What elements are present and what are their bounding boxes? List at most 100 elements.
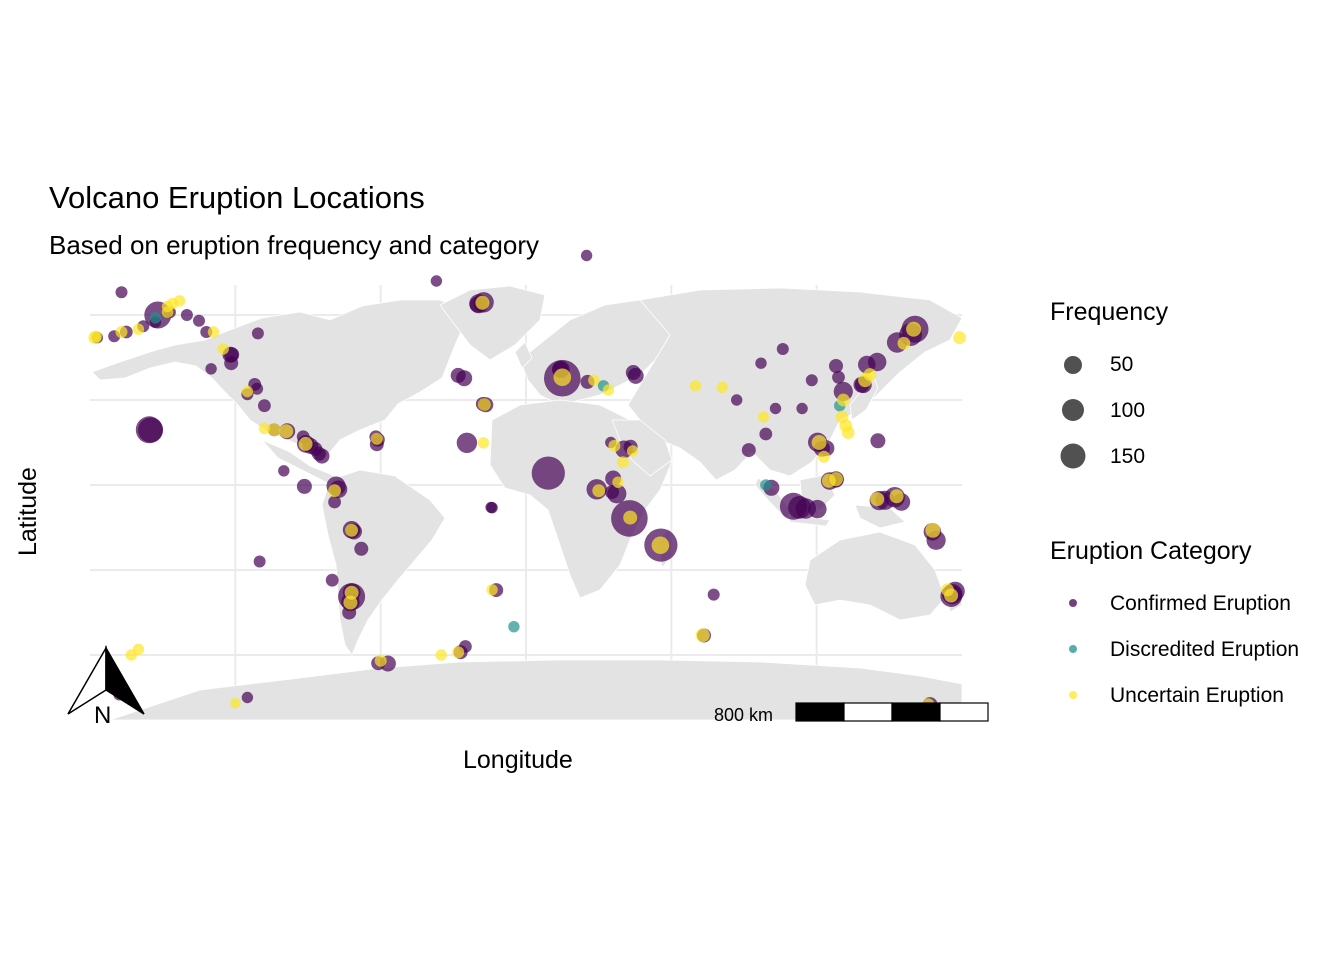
eruption-point-uncertain-eruption [716,381,728,393]
legend-category-label-uncertain: Uncertain Eruption [1110,684,1284,707]
eruption-point-uncertain-eruption [258,422,271,434]
eruption-point-uncertain-eruption [328,484,341,498]
eruption-point-confirmed-eruption [314,448,330,464]
legend-size-keys [1060,356,1086,469]
eruption-point-confirmed-eruption [531,456,565,490]
eruption-point-uncertain-eruption [870,492,885,507]
eruption-point-uncertain-eruption [829,472,843,487]
eruption-point-uncertain-eruption [207,326,220,338]
eruption-point-confirmed-eruption [605,485,619,500]
eruption-point-uncertain-eruption [841,426,855,439]
scale-bar [795,702,989,722]
land-antarctica [109,659,963,721]
eruption-point-uncertain-eruption [486,584,498,596]
eruption-point-uncertain-eruption [602,384,615,396]
land-north-america [91,299,471,463]
eruption-point-uncertain-eruption [452,646,465,659]
eruption-point-uncertain-eruption [616,456,629,469]
eruption-point-uncertain-eruption [132,643,145,655]
eruption-point-confirmed-eruption [485,501,497,514]
eruption-point-uncertain-eruption [897,336,911,350]
x-axis-label: Longitude [463,746,573,774]
eruption-point-confirmed-eruption [258,399,271,413]
y-axis-label: Latitude [14,467,42,556]
eruption-point-discredited-eruption [760,479,772,491]
eruption-point-confirmed-eruption [759,427,773,441]
eruption-point-confirmed-eruption [278,465,290,477]
land-australia [804,531,946,621]
eruption-point-confirmed-eruption [325,573,339,587]
eruption-point-confirmed-eruption [456,370,473,387]
eruption-point-uncertain-eruption [626,445,639,457]
legend-size-label-50: 50 [1110,353,1134,376]
legend-category-label-confirmed: Confirmed Eruption [1110,592,1291,615]
legend-size-key-150 [1060,443,1086,469]
legend-category-title: Eruption Category [1050,537,1252,565]
eruption-point-uncertain-eruption [953,331,966,345]
eruption-point-confirmed-eruption [870,433,886,449]
legend-category-label-discredited: Discredited Eruption [1110,638,1300,661]
eruption-point-uncertain-eruption [906,321,922,337]
eruption-point-confirmed-eruption [755,357,767,369]
eruption-point-uncertain-eruption [592,484,606,498]
eruption-point-uncertain-eruption [811,435,827,450]
eruption-point-confirmed-eruption [456,432,478,453]
eruption-point-confirmed-eruption [868,352,887,372]
eruption-point-uncertain-eruption [132,323,145,335]
legend-color-keys [1069,599,1077,699]
eruption-point-confirmed-eruption [138,417,164,443]
eruption-point-confirmed-eruption [769,402,782,415]
eruption-point-uncertain-eruption [757,411,770,423]
land-uk [514,341,533,369]
legend-color-key-discredited [1069,645,1077,653]
legend-size-label-100: 100 [1110,399,1146,422]
map-title: Volcano Eruption Locations [49,180,425,215]
eruption-point-uncertain-eruption [374,654,387,667]
eruption-point-uncertain-eruption [161,306,174,318]
eruption-point-confirmed-eruption [796,402,808,415]
eruption-point-confirmed-eruption [430,275,443,287]
legend-color-key-uncertain [1069,691,1077,699]
eruption-point-confirmed-eruption [115,286,128,299]
eruption-point-confirmed-eruption [832,370,845,384]
legend-size-label-150: 150 [1110,445,1146,468]
eruption-point-uncertain-eruption [343,595,358,610]
eruption-point-discredited-eruption [149,312,162,324]
eruption-point-uncertain-eruption [944,588,959,603]
eruption-point-uncertain-eruption [612,476,624,488]
eruption-point-confirmed-eruption [805,374,818,387]
eruption-point-uncertain-eruption [435,649,447,661]
eruption-point-confirmed-eruption [251,382,264,395]
eruption-point-uncertain-eruption [836,393,850,407]
eruption-point-uncertain-eruption [370,432,383,445]
eruption-point-uncertain-eruption [475,295,490,310]
eruption-point-confirmed-eruption [741,443,756,458]
legend-size-key-100 [1062,399,1084,421]
eruption-point-confirmed-eruption [580,249,593,262]
world-land-masses [91,285,963,721]
eruption-point-uncertain-eruption [477,398,491,411]
eruption-point-confirmed-eruption [180,309,193,321]
eruption-point-uncertain-eruption [651,536,670,555]
eruption-point-uncertain-eruption [689,380,702,392]
eruption-point-uncertain-eruption [695,628,710,643]
eruption-point-confirmed-eruption [328,495,341,509]
eruption-point-confirmed-eruption [224,356,239,371]
eruption-point-uncertain-eruption [608,439,621,452]
eruption-point-confirmed-eruption [829,359,843,373]
map-subtitle: Based on eruption frequency and category [49,230,540,260]
eruption-point-confirmed-eruption [241,691,254,704]
north-arrow-icon [67,645,145,715]
eruption-point-confirmed-eruption [296,478,312,494]
eruption-point-uncertain-eruption [230,697,241,709]
eruption-points [88,249,966,713]
eruption-point-confirmed-eruption [808,499,827,519]
eruption-point-confirmed-eruption [253,555,266,568]
eruption-point-uncertain-eruption [553,368,572,387]
legend-size-title: Frequency [1050,298,1169,326]
eruption-point-uncertain-eruption [115,326,128,338]
north-arrow-label: N [94,702,112,729]
eruption-point-uncertain-eruption [217,343,229,355]
eruption-point-confirmed-eruption [193,314,205,327]
